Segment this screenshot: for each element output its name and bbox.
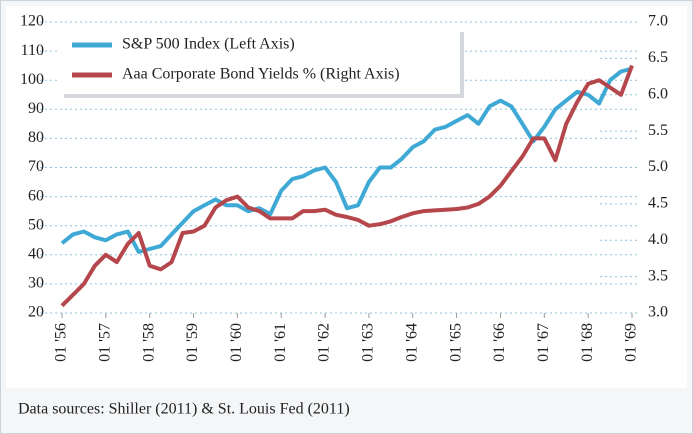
series-line	[60, 64, 634, 308]
y2-tick-label: 3.5	[648, 267, 668, 284]
y2-tick-label: 5.0	[648, 158, 668, 175]
x-tick-label: 01 '68	[579, 323, 596, 362]
source-note: Data sources: Shiller (2011) & St. Louis…	[18, 401, 350, 418]
x-tick-label: 01 '56	[53, 323, 70, 362]
legend-label: Aaa Corporate Bond Yields % (Right Axis)	[122, 66, 400, 83]
x-tick-label: 01 '62	[316, 323, 333, 362]
y2-tick-label: 6.0	[648, 85, 668, 102]
y2-tick-label: 3.0	[648, 304, 668, 321]
y-tick-label: 60	[28, 187, 44, 204]
y-tick-label: 30	[28, 275, 44, 292]
x-tick-label: 01 '58	[140, 323, 157, 362]
x-tick-label: 01 '65	[447, 323, 464, 362]
y-tick-label: 70	[28, 158, 44, 175]
y-tick-label: 50	[28, 216, 44, 233]
x-tick-label: 01 '64	[403, 323, 420, 362]
x-tick-label: 01 '69	[623, 323, 640, 362]
legend-box	[60, 28, 460, 94]
y2-tick-label: 4.5	[648, 195, 668, 212]
x-tick-label: 01 '60	[228, 323, 245, 362]
y2-tick-label: 7.0	[648, 13, 668, 30]
x-tick-label: 01 '61	[272, 323, 289, 362]
x-tick-label: 01 '63	[360, 323, 377, 362]
y-tick-label: 40	[28, 245, 44, 262]
y2-tick-label: 4.0	[648, 231, 668, 248]
x-tick-label: 01 '66	[491, 323, 508, 362]
x-tick-label: 01 '67	[535, 323, 552, 362]
y-tick-label: 80	[28, 129, 44, 146]
x-tick-label: 01 '59	[184, 323, 201, 362]
x-tick-label: 01 '57	[97, 323, 114, 362]
y-tick-label: 110	[21, 42, 44, 59]
y-tick-label: 90	[28, 100, 44, 117]
y2-tick-label: 5.5	[648, 122, 668, 139]
legend-label: S&P 500 Index (Left Axis)	[122, 36, 295, 53]
y2-tick-label: 6.5	[648, 49, 668, 66]
y-tick-label: 20	[28, 304, 44, 321]
y-tick-label: 120	[20, 13, 44, 30]
y-tick-label: 100	[20, 71, 44, 88]
